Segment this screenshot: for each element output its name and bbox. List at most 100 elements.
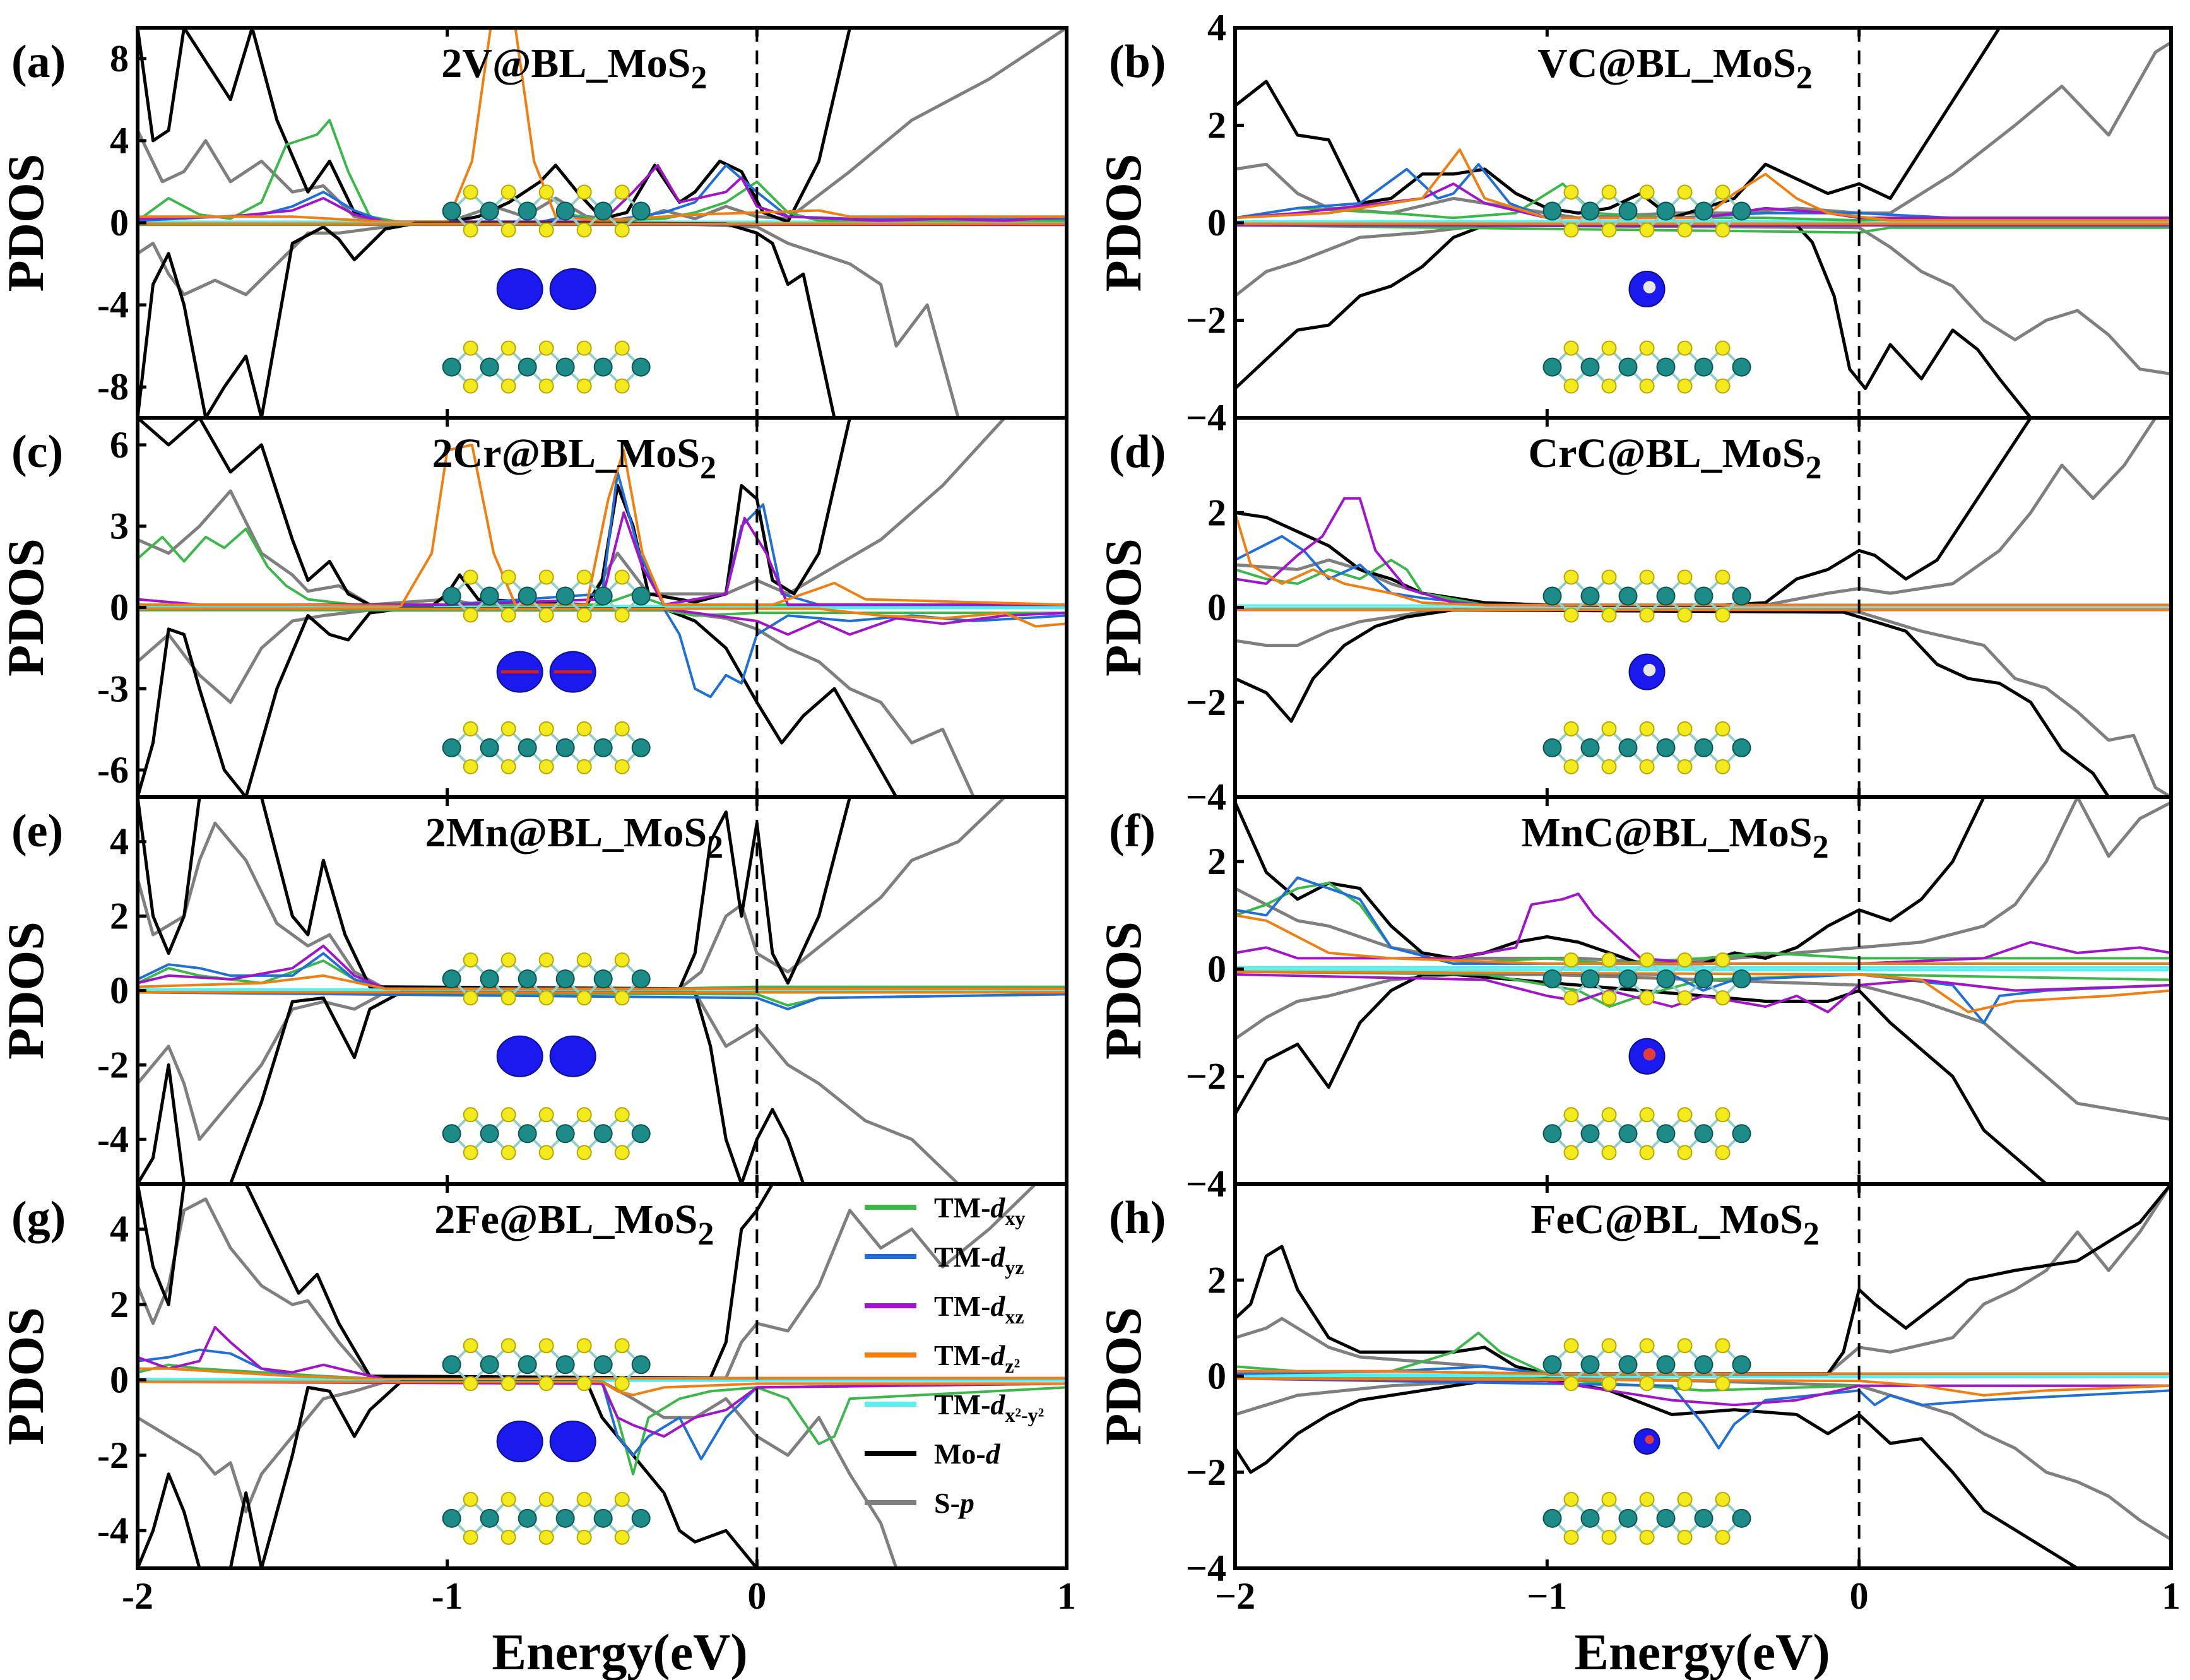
panel-c-bottom-layer-sulfur-atom <box>538 721 554 736</box>
panel-b-title-subscript: 2 <box>1796 60 1813 96</box>
panel-d-bottom-layer-molybdenum-atom <box>1732 738 1751 757</box>
panel-d-top-layer-sulfur-atom <box>1677 569 1693 585</box>
panel-b-bottom-layer-molybdenum-atom <box>1618 357 1638 377</box>
panel-g-bottom-layer-molybdenum-atom <box>631 1508 651 1528</box>
panel-h-series-dz2-down <box>1235 1377 2171 1397</box>
panel-c-top-layer-molybdenum-atom <box>555 586 575 606</box>
panel-d-ytick-label: 0 <box>1207 587 1226 629</box>
panel-b-series-dyz-up <box>1235 163 2171 220</box>
panel-h-top-layer-sulfur-atom <box>1715 1376 1731 1392</box>
panel-g-xtick-label: -1 <box>432 1575 463 1617</box>
panel-f-top-layer-sulfur-atom <box>1715 990 1731 1006</box>
legend-italic: d <box>990 1192 1005 1224</box>
panel-b-bottom-layer-sulfur-atom <box>1677 378 1693 394</box>
panel-a-top-layer-sulfur-atom <box>463 222 478 238</box>
panel-g-top-layer-sulfur-atom <box>538 1376 554 1392</box>
panel-b-ytick-label: 2 <box>1207 105 1226 146</box>
panel-e-top-layer-molybdenum-atom <box>480 969 499 989</box>
panel-d-bottom-layer-sulfur-atom <box>1601 721 1617 736</box>
panel-d-series-mod-down <box>1235 608 2171 797</box>
panel-e-top-layer-sulfur-atom <box>538 952 554 968</box>
panel-f-bottom-layer-sulfur-atom <box>1715 1107 1731 1123</box>
panel-e-top-layer-sulfur-atom <box>500 990 516 1006</box>
panel-e-ytick-label: -4 <box>97 1118 129 1160</box>
panel-a-ytick-label: -8 <box>97 366 129 408</box>
panel-e-ylabel: PDOS <box>0 921 54 1060</box>
panel-d-ytick-label: −4 <box>1186 776 1226 818</box>
panel-g-series-dz2-down <box>138 1380 1067 1397</box>
panel-d-bottom-layer-sulfur-atom <box>1601 759 1617 774</box>
panel-d-ytick-label: 2 <box>1207 492 1226 533</box>
panel-h-plot-area <box>1235 1184 2171 1568</box>
panel-b-bottom-layer-molybdenum-atom <box>1542 357 1562 377</box>
panel-b-bottom-layer-molybdenum-atom <box>1656 357 1676 377</box>
panel-g-top-layer-sulfur-atom <box>463 1376 478 1392</box>
panel-a-bottom-layer-molybdenum-atom <box>631 357 651 377</box>
legend-prefix: TM- <box>934 1241 990 1273</box>
panel-f-ytick-label: −4 <box>1186 1163 1226 1205</box>
panel-a-top-layer-sulfur-atom <box>463 184 478 200</box>
panel-a-top-layer-molybdenum-atom <box>442 201 461 221</box>
panel-a-top-layer-sulfur-atom <box>500 222 516 238</box>
panel-f-bottom-layer-sulfur-atom <box>1563 1107 1579 1123</box>
panel-c-top-layer-molybdenum-atom <box>480 586 499 606</box>
panel-g-top-layer-sulfur-atom <box>500 1376 516 1392</box>
panel-e-ytick-label: 0 <box>110 970 129 1012</box>
panel-f-top-layer-sulfur-atom <box>1677 952 1693 968</box>
panel-g-frame <box>136 1182 1068 1570</box>
panel-f-top-layer-sulfur-atom <box>1601 952 1617 968</box>
panel-h-ytick-label: 2 <box>1207 1259 1226 1301</box>
panel-a-panel-label: (a) <box>11 36 66 88</box>
panel-g-series-mod-up <box>138 1184 1067 1380</box>
panel-f-bottom-layer-molybdenum-atom <box>1656 1124 1676 1144</box>
panel-a-top-layer-molybdenum-atom <box>593 201 613 221</box>
panel-c-bottom-layer-sulfur-atom <box>576 721 592 736</box>
panel-b-top-layer-sulfur-atom <box>1601 184 1617 200</box>
panel-b-bottom-layer-sulfur-atom <box>1677 340 1693 356</box>
panel-h-bottom-layer-sulfur-atom <box>1677 1491 1693 1507</box>
panel-c-bottom-layer-sulfur-atom <box>463 721 478 736</box>
panel-b-top-layer-sulfur-atom <box>1715 222 1731 238</box>
panel-f-series-mod-down <box>1235 973 2171 1184</box>
panel-c-bottom-layer-sulfur-atom <box>463 759 478 774</box>
panel-h-spin-density-core <box>1645 1435 1654 1445</box>
panel-h-top-layer-molybdenum-atom <box>1580 1355 1600 1375</box>
panel-d-top-layer-sulfur-atom <box>1715 569 1731 585</box>
panel-a-series-dz2-up <box>138 28 1067 223</box>
legend-subscript: xy <box>1005 1207 1025 1229</box>
panel-d-title-subscript: 2 <box>1806 450 1822 486</box>
panel-b-bottom-layer-sulfur-atom <box>1715 340 1731 356</box>
panel-e-top-layer-sulfur-atom <box>500 952 516 968</box>
panel-e-ytick-label: -2 <box>97 1044 129 1085</box>
panel-h-top-layer-molybdenum-atom <box>1656 1355 1676 1375</box>
panel-f-bottom-layer-molybdenum-atom <box>1732 1124 1751 1144</box>
panel-a-bottom-layer-sulfur-atom <box>576 340 592 356</box>
panel-h-ytick-label: −4 <box>1186 1547 1226 1589</box>
panel-g-bottom-layer-sulfur-atom <box>538 1491 554 1507</box>
panel-c-ylabel: PDOS <box>0 538 54 677</box>
panel-h-bottom-layer-molybdenum-atom <box>1542 1508 1562 1528</box>
panel-d-plot-area <box>1235 418 2171 797</box>
panel-c-top-layer-molybdenum-atom <box>593 586 613 606</box>
panel-f-bottom-layer-molybdenum-atom <box>1694 1124 1714 1144</box>
panel-g-top-layer-molybdenum-atom <box>480 1355 499 1375</box>
panel-c-title-subscript: 2 <box>700 450 716 486</box>
panel-d-series-dxy-up <box>1235 559 2171 606</box>
panel-b-bottom-layer-molybdenum-atom <box>1732 357 1751 377</box>
panel-b-bottom-layer-sulfur-atom <box>1563 378 1579 394</box>
panel-b-top-layer-molybdenum-atom <box>1580 201 1600 221</box>
panel-f-top-layer-sulfur-atom <box>1639 952 1655 968</box>
panel-d-bottom-layer-sulfur-atom <box>1563 721 1579 736</box>
panel-c-top-layer-sulfur-atom <box>576 607 592 623</box>
panel-f-bottom-layer-sulfur-atom <box>1601 1107 1617 1123</box>
panel-h-top-layer-sulfur-atom <box>1563 1338 1579 1354</box>
panel-g-xtick-label: 1 <box>1057 1575 1076 1617</box>
panel-d-bottom-layer-molybdenum-atom <box>1656 738 1676 757</box>
panel-g-ytick-label: -2 <box>97 1435 129 1476</box>
panel-b-ytick-label: −4 <box>1186 397 1226 439</box>
panel-c-top-layer-sulfur-atom <box>463 569 478 585</box>
panel-a-bottom-layer-molybdenum-atom <box>518 357 537 377</box>
